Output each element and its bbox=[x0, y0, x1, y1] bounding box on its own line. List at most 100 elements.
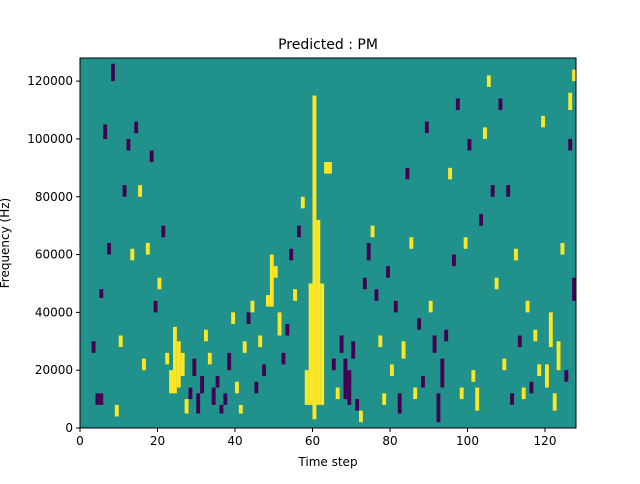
heatmap-cell-high bbox=[486, 75, 491, 87]
y-tick-label: 100000 bbox=[27, 132, 73, 146]
heatmap-cell-low bbox=[196, 393, 201, 414]
heatmap-cell-low bbox=[347, 370, 352, 405]
heatmap-cell-high bbox=[359, 410, 363, 423]
heatmap-cell-high bbox=[413, 387, 418, 400]
heatmap-cell-high bbox=[494, 277, 499, 290]
x-tick-label: 0 bbox=[76, 434, 84, 448]
y-tick-label: 20000 bbox=[35, 363, 73, 377]
x-axis: 0 20 40 60 80 100 120 bbox=[76, 428, 556, 448]
heatmap-cell-high bbox=[545, 364, 549, 388]
heatmap-cell-high bbox=[483, 127, 487, 139]
heatmap-cell-high bbox=[525, 300, 530, 313]
heatmap-cell-high bbox=[328, 162, 332, 174]
heatmap-cell-high bbox=[541, 115, 546, 128]
x-tick-label: 40 bbox=[227, 434, 242, 448]
x-tick-label: 120 bbox=[534, 434, 557, 448]
heatmap-cell-high bbox=[324, 162, 329, 174]
heatmap-cell-low bbox=[95, 393, 100, 405]
x-tick-label: 20 bbox=[150, 434, 165, 448]
heatmap-cell-high bbox=[308, 283, 313, 405]
heatmap-cell-high bbox=[475, 387, 480, 411]
heatmap-cell-high bbox=[459, 387, 464, 400]
heatmap-cell-low bbox=[297, 225, 301, 238]
heatmap-cell-low bbox=[366, 243, 371, 261]
heatmap-cell-high bbox=[463, 237, 468, 249]
heatmap-cell-low bbox=[564, 370, 569, 382]
heatmap-cell-low bbox=[510, 393, 515, 405]
x-tick-label: 100 bbox=[456, 434, 479, 448]
heatmap-cell-low bbox=[153, 300, 158, 313]
heatmap-cell-high bbox=[335, 387, 340, 400]
heatmap-cell-high bbox=[304, 370, 309, 405]
heatmap-cell-high bbox=[428, 300, 433, 313]
heatmap-cell-high bbox=[312, 95, 317, 420]
y-tick-label: 80000 bbox=[35, 190, 73, 204]
heatmap-cell-high bbox=[180, 352, 185, 376]
heatmap-cell-low bbox=[99, 393, 104, 405]
heatmap-plot-area bbox=[80, 58, 577, 428]
heatmap-cell-low bbox=[219, 404, 224, 414]
y-tick-label: 0 bbox=[65, 421, 73, 435]
heatmap-cell-high bbox=[552, 393, 557, 411]
heatmap-cell-low bbox=[107, 243, 112, 255]
heatmap-cell-low bbox=[432, 335, 437, 353]
heatmap-cell-low bbox=[91, 341, 96, 353]
heatmap-cell-low bbox=[111, 63, 115, 82]
heatmap-cell-low bbox=[452, 254, 456, 267]
heatmap-cell-high bbox=[242, 341, 247, 353]
x-tick-label: 80 bbox=[382, 434, 397, 448]
heatmap-cell-high bbox=[235, 381, 239, 394]
y-tick-label: 40000 bbox=[35, 305, 73, 319]
heatmap-cell-low bbox=[436, 393, 441, 423]
heatmap-cell-high bbox=[266, 295, 270, 307]
heatmap-cell-high bbox=[409, 237, 414, 249]
heatmap-cell-low bbox=[374, 289, 379, 301]
heatmap-cell-low bbox=[343, 358, 348, 400]
heatmap-cell-low bbox=[281, 352, 286, 365]
heatmap-cell-low bbox=[362, 277, 367, 290]
heatmap-cell-high bbox=[382, 393, 387, 405]
heatmap-background bbox=[80, 58, 576, 428]
y-axis: 0 20000 40000 60000 80000 100000 120000 bbox=[27, 74, 80, 435]
heatmap-cell-high bbox=[533, 329, 538, 342]
heatmap-cell-low bbox=[479, 214, 484, 226]
x-tick-label: 60 bbox=[305, 434, 320, 448]
heatmap-cell-high bbox=[157, 277, 162, 290]
heatmap-cell-low bbox=[386, 266, 391, 278]
x-axis-label: Time step bbox=[297, 455, 357, 469]
heatmap-cell-low bbox=[572, 277, 577, 301]
heatmap-cell-high bbox=[165, 352, 170, 365]
heatmap-cell-high bbox=[145, 243, 150, 255]
heatmap-cell-low bbox=[339, 335, 344, 353]
heatmap-cell-high bbox=[176, 341, 181, 388]
heatmap-cell-high bbox=[514, 248, 518, 261]
heatmap-cell-high bbox=[568, 92, 573, 111]
heatmap-cell-high bbox=[277, 312, 282, 336]
y-tick-label: 60000 bbox=[35, 248, 73, 262]
heatmap-cell-high bbox=[572, 69, 577, 82]
heatmap-cell-low bbox=[331, 358, 336, 371]
heatmap-cell-high bbox=[370, 225, 375, 238]
heatmap-cell-low bbox=[126, 138, 131, 151]
heatmap-cell-high bbox=[293, 289, 298, 301]
heatmap-cell-low bbox=[405, 167, 410, 180]
heatmap-cell-low bbox=[424, 121, 429, 134]
heatmap-cell-low bbox=[417, 318, 422, 330]
heatmap-cell-low bbox=[498, 98, 503, 111]
heatmap-cell-high bbox=[258, 335, 263, 348]
heatmap-cell-high bbox=[548, 312, 553, 348]
heatmap-cell-high bbox=[207, 352, 212, 365]
heatmap-cell-low bbox=[455, 98, 460, 111]
heatmap-cell-low bbox=[122, 185, 127, 197]
heatmap-cell-low bbox=[393, 300, 398, 313]
heatmap-cell-low bbox=[134, 121, 139, 134]
heatmap-cell-high bbox=[521, 387, 526, 400]
heatmap-cell-high bbox=[471, 370, 476, 382]
heatmap-cell-low bbox=[192, 358, 197, 376]
heatmap-cell-low bbox=[262, 364, 267, 376]
heatmap-cell-low bbox=[444, 329, 449, 342]
heatmap-cell-low bbox=[421, 375, 425, 388]
heatmap-cell-low bbox=[529, 381, 534, 394]
heatmap-cell-low bbox=[517, 335, 522, 348]
heatmap-cell-high bbox=[138, 185, 143, 197]
